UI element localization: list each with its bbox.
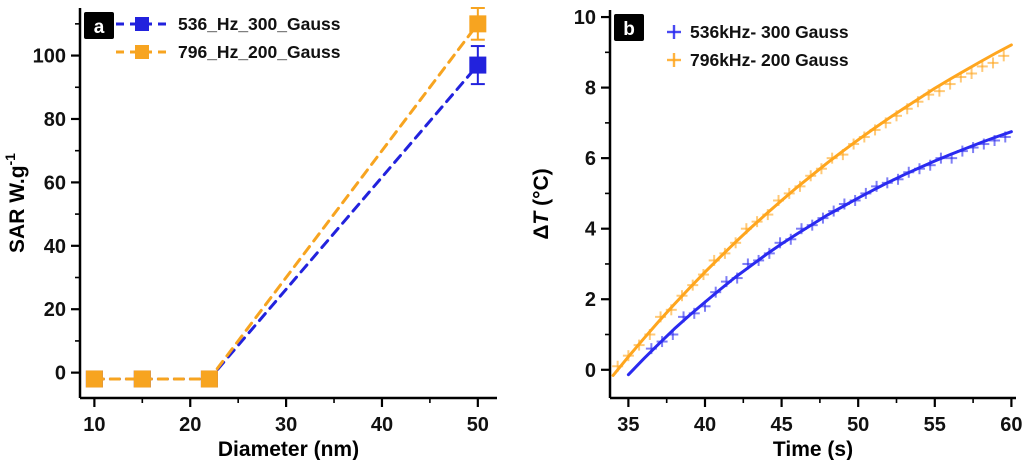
x-axis-label: Diameter (nm) [218, 438, 359, 460]
x-axis-label: Time (s) [773, 438, 853, 460]
panel-label: a [94, 17, 105, 38]
x-tick-label: 30 [275, 414, 297, 436]
y-tick-label: 20 [44, 299, 66, 321]
series-1-marker [133, 370, 151, 388]
y-tick-label: 6 [585, 148, 596, 170]
panel-label: b [623, 19, 635, 40]
panel-a-chart: 10 20 30 40 50 0 20 40 60 80 100 Diameter (nm) SAR W… [0, 0, 505, 460]
x-tick-label: 20 [179, 414, 201, 436]
x-tick-label: 40 [694, 414, 716, 436]
series-1-marker [469, 15, 487, 33]
series-0-line [92, 63, 480, 381]
y-tick-label: 4 [585, 219, 597, 241]
x-tick-label: 35 [617, 414, 639, 436]
legend-label: 796_Hz_200_Gauss [178, 42, 341, 62]
y-tick-label: 40 [44, 236, 66, 258]
panel-b-chart: 35 40 45 50 55 60 0 2 4 6 8 10 Time (s) ΔT (°C) 536kHz… [524, 0, 1024, 460]
y-tick-label: 10 [574, 7, 596, 29]
y-axis-label: ΔT (°C) [530, 168, 553, 239]
x-tick-label: 10 [83, 414, 105, 436]
y-tick-label: 2 [585, 289, 596, 311]
legend-label: 796kHz- 200 Gauss [690, 50, 849, 70]
series-0-marker [469, 56, 487, 74]
series-1-marker [200, 370, 218, 388]
legend-label: 536_Hz_300_Gauss [178, 14, 341, 34]
x-tick-label: 40 [371, 414, 393, 436]
x-tick-label: 50 [847, 414, 869, 436]
x-tick-label: 50 [467, 414, 489, 436]
panel-b: 35 40 45 50 55 60 0 2 4 6 8 10 Time (s) ΔT (°C) 536kHz… [524, 0, 1024, 460]
y-tick-label: 0 [585, 360, 596, 382]
y-tick-label: 100 [33, 46, 66, 68]
legend-marker [135, 17, 149, 31]
series-1-line [92, 22, 480, 381]
series-1-marker [85, 370, 103, 388]
legend-marker [135, 45, 149, 59]
y-tick-label: 60 [44, 172, 66, 194]
y-tick-label: 0 [55, 363, 66, 385]
panel-a: 10 20 30 40 50 0 20 40 60 80 100 Diameter (nm) SAR W… [0, 0, 505, 460]
x-tick-label: 60 [1000, 414, 1022, 436]
series-1-line [611, 43, 1013, 377]
x-tick-label: 45 [770, 414, 792, 436]
legend-label: 536kHz- 300 Gauss [690, 22, 849, 42]
x-tick-label: 55 [924, 414, 946, 436]
y-tick-label: 80 [44, 109, 66, 131]
panel-label-box [84, 12, 114, 39]
y-tick-label: 8 [585, 78, 596, 100]
panel-label-box [614, 14, 644, 41]
y-axis-label: SAR W.g-1 [2, 153, 29, 253]
